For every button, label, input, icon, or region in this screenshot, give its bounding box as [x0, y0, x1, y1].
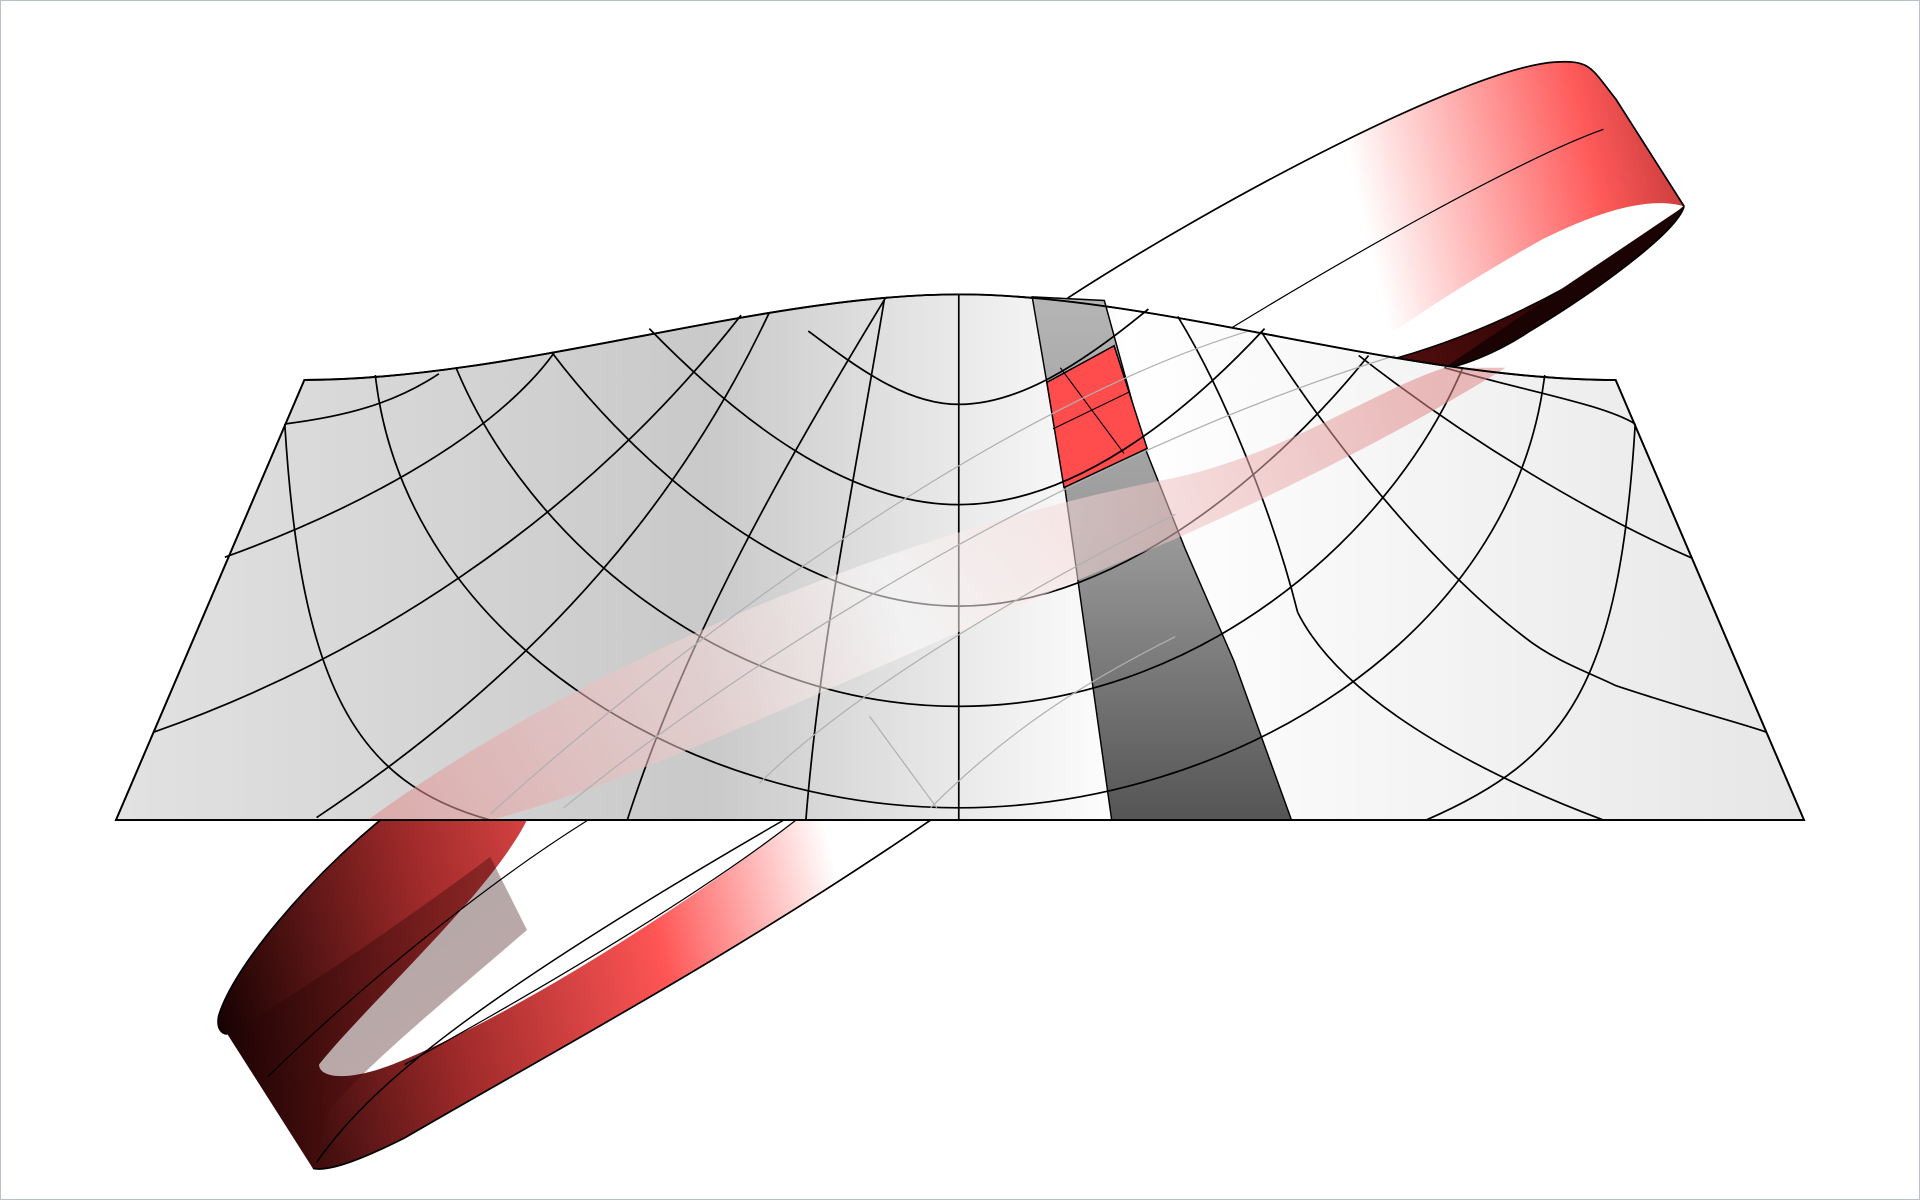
band-top-surface [1067, 61, 1685, 365]
hidden-line-5 [930, 636, 1176, 809]
cell-diagonal-2 [1052, 391, 1130, 430]
radial-left-2 [224, 352, 555, 559]
radial-right-2 [1177, 315, 1299, 613]
band-front-surface [218, 820, 931, 1169]
u-curve-7 [1425, 423, 1637, 821]
sheet-outline [114, 293, 1806, 821]
radial-right-6 [1296, 611, 1604, 821]
band-through-sheet [367, 330, 1506, 821]
hidden-line-1 [489, 330, 1249, 815]
band-front-edge-lower [312, 819, 932, 1170]
radial-right-7 [1615, 684, 1767, 733]
band-back-rim [1444, 206, 1685, 369]
hidden-line-3 [758, 513, 1176, 784]
radial-right-3 [1260, 330, 1617, 687]
radial-left-3 [153, 314, 742, 733]
band-front-edge-outer [217, 819, 381, 1035]
band-back-part [1067, 60, 1685, 369]
hidden-line-2 [563, 354, 1396, 809]
hidden-lines [489, 330, 1396, 815]
band-end-face [227, 856, 527, 1169]
band-mid-line-front [267, 819, 589, 1078]
radial-left-1 [284, 373, 440, 425]
hidden-line-4 [868, 715, 938, 809]
band-inner-rim [404, 819, 797, 1066]
radial-left-4 [316, 312, 770, 819]
band-top-edge [1067, 60, 1685, 299]
band-inner-edge-front [315, 819, 785, 1163]
band-translucent-face [367, 367, 1506, 821]
sheet-grid-radial-curves [153, 294, 1767, 821]
radial-left-6 [805, 300, 886, 821]
band-mid-line-top [1230, 128, 1604, 330]
band-front-part [217, 819, 932, 1170]
